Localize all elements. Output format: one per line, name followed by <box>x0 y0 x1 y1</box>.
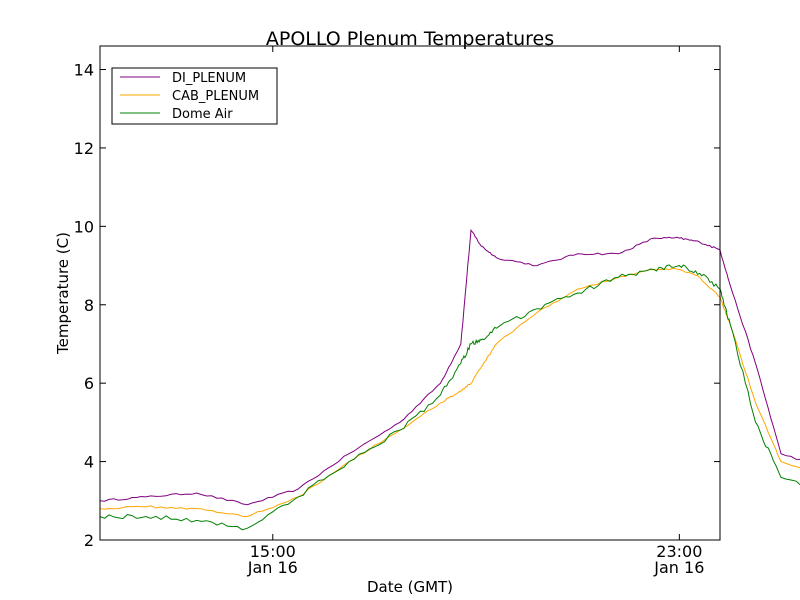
legend: DI_PLENUM CAB_PLENUM Dome Air <box>111 67 278 125</box>
legend-label-cab-plenum: CAB_PLENUM <box>172 89 259 104</box>
y-axis-label: Temperature (C) <box>54 232 72 355</box>
x-axis-label: Date (GMT) <box>367 578 453 596</box>
x-tick-date-label: Jan 16 <box>653 558 704 577</box>
series-line-dome-air <box>99 264 800 531</box>
y-tick-label: 8 <box>84 296 94 315</box>
plot-frame <box>99 45 721 541</box>
y-tick-label: 12 <box>74 139 94 158</box>
x-tick-time-label: 23:00 <box>656 542 702 561</box>
y-tick-label: 14 <box>74 61 94 80</box>
chart-title: APOLLO Plenum Temperatures <box>266 28 554 50</box>
y-tick-label: 2 <box>84 531 94 550</box>
y-axis: 2 4 6 8 10 12 14 <box>74 61 720 550</box>
series-line-cab-plenum <box>99 267 800 518</box>
x-tick-date-label: Jan 16 <box>247 558 298 577</box>
series-layer <box>99 228 800 531</box>
legend-label-di-plenum: DI_PLENUM <box>172 71 246 86</box>
legend-label-dome-air: Dome Air <box>172 107 233 122</box>
y-tick-label: 10 <box>74 217 94 236</box>
x-tick-time-label: 15:00 <box>250 542 296 561</box>
y-tick-label: 6 <box>84 374 94 393</box>
series-line-di-plenum <box>99 228 800 506</box>
y-tick-label: 4 <box>84 453 94 472</box>
